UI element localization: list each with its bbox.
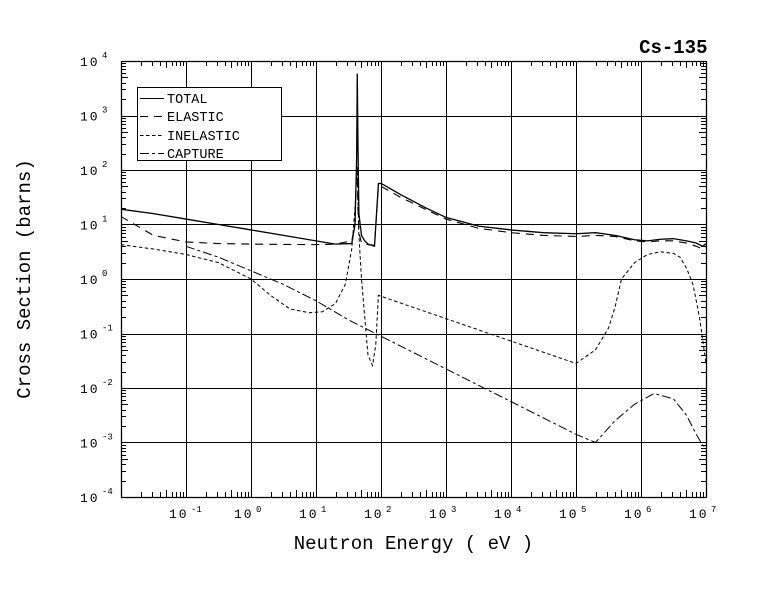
- svg-text:2: 2: [386, 505, 391, 515]
- svg-text:-1: -1: [191, 505, 202, 515]
- svg-text:Neutron Energy ( eV ): Neutron Energy ( eV ): [294, 533, 533, 555]
- svg-text:2: 2: [102, 160, 107, 170]
- svg-text:ELASTIC: ELASTIC: [167, 111, 224, 126]
- svg-text:10: 10: [689, 507, 709, 522]
- svg-text:0: 0: [256, 505, 261, 515]
- svg-text:10: 10: [559, 507, 579, 522]
- svg-text:10: 10: [80, 382, 100, 397]
- svg-text:10: 10: [299, 507, 319, 522]
- svg-text:Cs-135: Cs-135: [639, 37, 707, 59]
- svg-text:TOTAL: TOTAL: [167, 93, 208, 108]
- svg-text:-1: -1: [102, 324, 113, 334]
- svg-text:-2: -2: [102, 378, 113, 388]
- svg-text:4: 4: [516, 505, 521, 515]
- svg-text:3: 3: [102, 106, 107, 116]
- svg-text:10: 10: [80, 164, 100, 179]
- svg-text:-3: -3: [102, 433, 113, 443]
- svg-text:10: 10: [80, 491, 100, 506]
- svg-text:CAPTURE: CAPTURE: [167, 148, 224, 163]
- svg-text:10: 10: [80, 110, 100, 125]
- svg-text:10: 10: [234, 507, 254, 522]
- svg-text:7: 7: [711, 505, 716, 515]
- svg-text:10: 10: [80, 273, 100, 288]
- svg-text:Cross Section (barns): Cross Section (barns): [14, 159, 36, 398]
- svg-text:3: 3: [451, 505, 456, 515]
- svg-text:1: 1: [102, 215, 107, 225]
- svg-text:5: 5: [581, 505, 586, 515]
- svg-text:10: 10: [80, 437, 100, 452]
- svg-text:10: 10: [80, 219, 100, 234]
- svg-text:4: 4: [102, 51, 107, 61]
- svg-text:-4: -4: [102, 487, 113, 497]
- svg-text:0: 0: [102, 269, 107, 279]
- svg-text:INELASTIC: INELASTIC: [167, 130, 240, 145]
- svg-text:10: 10: [624, 507, 644, 522]
- svg-text:10: 10: [80, 55, 100, 70]
- svg-text:10: 10: [494, 507, 514, 522]
- svg-text:10: 10: [80, 328, 100, 343]
- svg-text:10: 10: [429, 507, 449, 522]
- svg-text:10: 10: [169, 507, 189, 522]
- svg-text:10: 10: [364, 507, 384, 522]
- svg-text:1: 1: [321, 505, 326, 515]
- svg-text:6: 6: [646, 505, 651, 515]
